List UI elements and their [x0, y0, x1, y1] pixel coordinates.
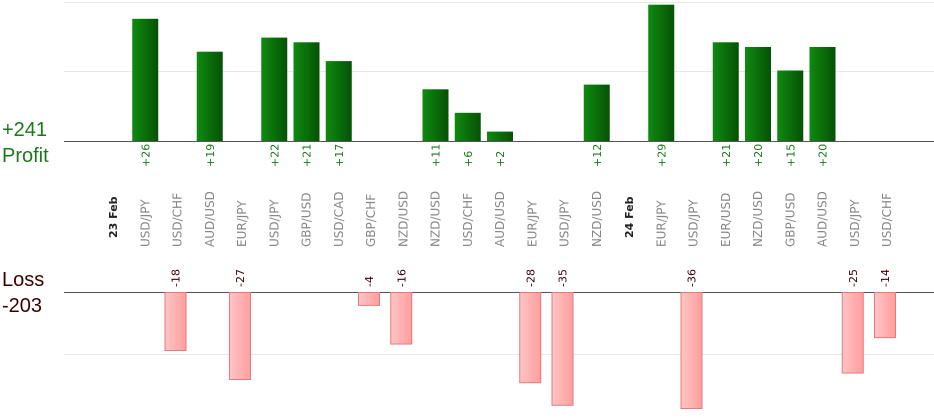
loss-value-label: -27 [234, 269, 247, 287]
profit-bar [648, 4, 675, 142]
profit-value-label: +19 [204, 144, 217, 167]
loss-bar [390, 292, 413, 345]
loss-bar [874, 292, 896, 339]
pair-label: USD/CHF [171, 193, 185, 247]
date-label: 24 Feb [623, 196, 636, 238]
pair-label: NZD/USD [590, 191, 604, 247]
profit-value-label: +21 [720, 144, 733, 167]
pair-label: AUD/USD [493, 191, 507, 247]
loss-value-label: -16 [395, 269, 408, 287]
profit-bar [422, 89, 449, 141]
profit-bar [583, 84, 610, 141]
pair-label: USD/JPY [267, 199, 281, 247]
profit-value-label: +20 [817, 144, 830, 167]
profit-value-label: +17 [333, 144, 346, 167]
pair-label: AUD/USD [816, 191, 830, 247]
profit-value-label: +22 [268, 144, 281, 167]
loss-value-label: -18 [170, 269, 183, 287]
loss-bar [229, 292, 251, 380]
loss-bar [358, 292, 380, 306]
loss-value-label: -35 [557, 269, 570, 287]
profit-label: Profit [2, 145, 49, 167]
pair-label: USD/CHF [880, 193, 894, 247]
profit-bar [777, 70, 804, 141]
pair-label: EUR/JPY [525, 200, 539, 247]
loss-bar [164, 292, 187, 351]
pair-label: GBP/USD [300, 193, 314, 247]
pair-label: USD/JPY [848, 199, 862, 247]
profit-bar [261, 37, 288, 141]
pair-label: USD/JPY [138, 199, 152, 247]
loss-value-label: -14 [879, 269, 892, 287]
profit-value-label: +21 [301, 144, 314, 167]
date-label: 23 Feb [107, 196, 120, 238]
profit-value-label: +12 [591, 144, 604, 167]
pair-label: AUD/USD [203, 191, 217, 247]
pair-label: GBP/USD [783, 193, 797, 247]
pair-label: USD/CHF [461, 193, 475, 247]
pair-label: GBP/CHF [364, 194, 378, 247]
loss-bar [551, 292, 574, 406]
profit-bar [809, 47, 836, 141]
pair-label: USD/JPY [687, 199, 701, 247]
profit-value-label: +29 [655, 144, 668, 167]
loss-bar [519, 292, 542, 384]
profit-bar [712, 42, 739, 141]
profit-bar [196, 51, 223, 142]
loss-bar [680, 292, 703, 409]
profit-bar [487, 131, 513, 141]
loss-bar [841, 292, 864, 374]
loss-total: -203 [2, 295, 43, 317]
profit-bar [745, 47, 771, 141]
pair-label: NZD/USD [751, 191, 765, 247]
profit-value-label: +26 [139, 144, 152, 167]
profit-value-label: +20 [752, 144, 765, 167]
profit-total: +241 [2, 119, 48, 141]
profit-value-label: +6 [462, 151, 475, 167]
profit-value-label: +2 [494, 151, 507, 167]
loss-value-label: -36 [686, 269, 699, 287]
profit-bar [293, 42, 320, 141]
profit-value-label: +15 [784, 144, 797, 167]
profit-bar [325, 61, 352, 141]
profit-value-label: +11 [430, 144, 443, 167]
pair-label: USD/CAD [332, 191, 346, 247]
pair-label: EUR/USD [719, 193, 733, 247]
loss-label: Loss [2, 269, 45, 291]
profit-bar [132, 18, 159, 141]
loss-value-label: -4 [363, 276, 376, 287]
pair-label: EUR/JPY [654, 200, 668, 247]
pair-label: NZD/USD [396, 191, 410, 247]
pair-label: USD/JPY [558, 199, 572, 247]
profit-bar [454, 112, 481, 141]
loss-value-label: -25 [847, 269, 860, 287]
loss-value-label: -28 [524, 269, 537, 287]
pair-label: NZD/USD [429, 191, 443, 247]
pair-label: EUR/JPY [235, 200, 249, 247]
